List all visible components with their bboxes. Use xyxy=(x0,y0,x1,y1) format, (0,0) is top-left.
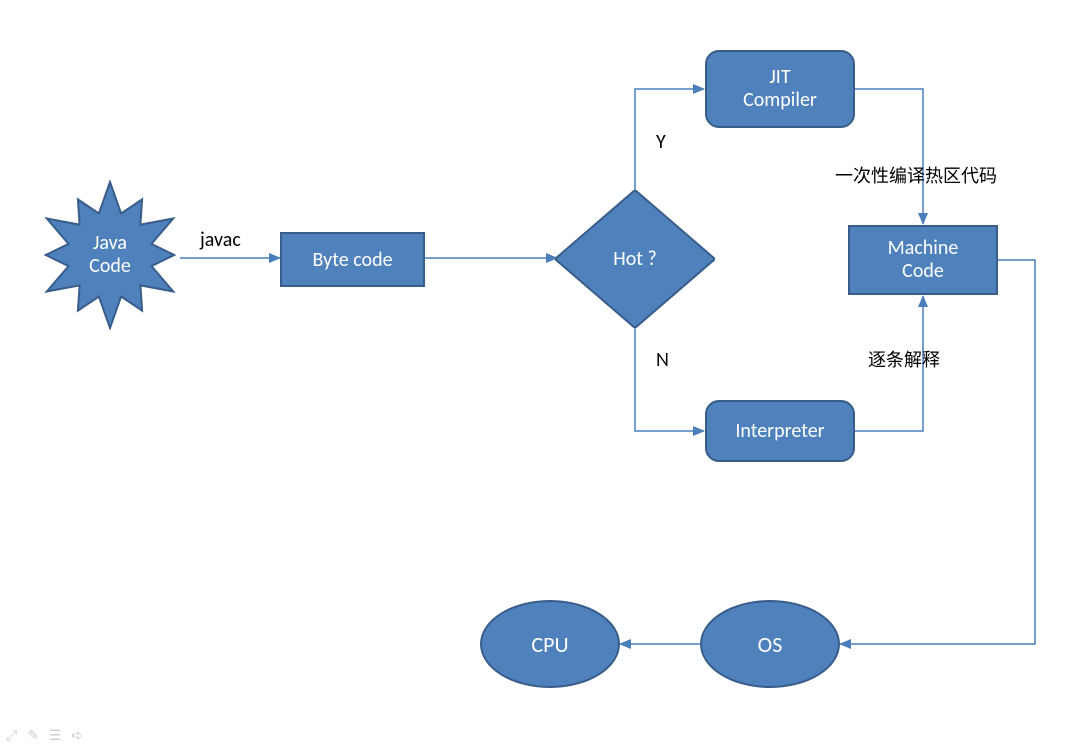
node-jit-label: JITCompiler xyxy=(743,66,817,112)
node-os-label: OS xyxy=(758,631,783,658)
edge-label-interp-note: 逐条解释 xyxy=(868,346,940,372)
node-cpu: CPU xyxy=(480,600,620,688)
node-java-code: JavaCode xyxy=(35,180,185,330)
forward-icon[interactable]: ➪ xyxy=(72,727,84,744)
edge-label-jit-note: 一次性编译热区代码 xyxy=(835,162,997,188)
edge-hot-interpreter xyxy=(635,328,704,431)
list-icon[interactable]: ☰ xyxy=(49,727,62,744)
node-machine-code: MachineCode xyxy=(848,225,998,295)
viewer-toolbar: ⤢ ✎ ☰ ➪ xyxy=(6,727,83,744)
edge-jit-machine_code xyxy=(855,89,923,224)
pen-icon[interactable]: ✎ xyxy=(27,727,39,744)
node-byte-code: Byte code xyxy=(280,232,425,287)
edge-machine_code-os xyxy=(840,260,1035,644)
node-byte-code-label: Byte code xyxy=(312,248,392,272)
node-interpreter-label: Interpreter xyxy=(735,419,824,443)
edge-label-y: Y xyxy=(656,130,666,154)
node-java-code-label: JavaCode xyxy=(89,232,131,278)
node-jit: JITCompiler xyxy=(705,50,855,128)
node-machine-code-label: MachineCode xyxy=(888,237,959,283)
diagram-canvas: JavaCode Byte code Hot ? JITCompiler Int… xyxy=(0,0,1080,752)
node-os: OS xyxy=(700,600,840,688)
node-cpu-label: CPU xyxy=(531,631,568,658)
node-hot-label: Hot ? xyxy=(613,247,657,271)
node-interpreter: Interpreter xyxy=(705,400,855,462)
node-hot: Hot ? xyxy=(555,190,715,328)
edge-label-javac: javac xyxy=(200,228,241,252)
edge-hot-jit xyxy=(635,89,704,190)
edge-label-n: N xyxy=(656,348,669,372)
expand-icon[interactable]: ⤢ xyxy=(6,727,17,744)
